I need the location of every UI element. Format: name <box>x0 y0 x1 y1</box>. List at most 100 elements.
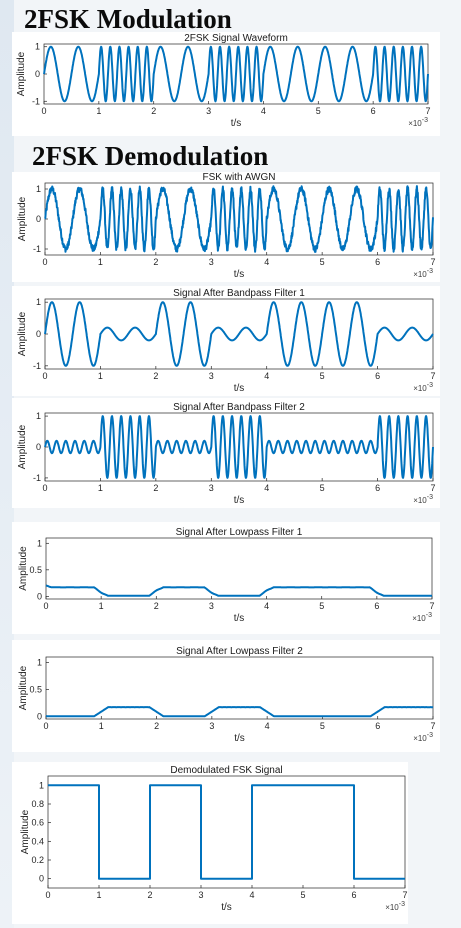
x-tick-label: 1 <box>99 601 104 611</box>
x-tick-label: 7 <box>402 890 407 900</box>
x-tick-label: 0 <box>45 890 50 900</box>
x-tick-label: 0 <box>43 721 48 731</box>
x-tick-label: 7 <box>430 371 435 381</box>
x-axis-label: t/s <box>234 613 245 624</box>
series-line <box>48 784 405 880</box>
y-tick-label: 0.4 <box>31 836 44 846</box>
x-exponent-label: ×10-3 <box>413 268 433 279</box>
plot-area-box <box>45 537 433 600</box>
series-line <box>45 584 433 597</box>
x-tick-label: 3 <box>209 371 214 381</box>
x-tick-label: 5 <box>316 106 321 116</box>
series-line <box>44 301 434 367</box>
x-tick-label: 6 <box>374 601 379 611</box>
plot-area-box <box>47 775 406 889</box>
x-tick-label: 1 <box>98 371 103 381</box>
y-tick-label: -1 <box>33 361 41 371</box>
x-tick-label: 7 <box>430 483 435 493</box>
y-axis-label: Amplitude <box>17 311 28 356</box>
x-axis-label: t/s <box>234 495 245 506</box>
x-tick-label: 6 <box>371 106 376 116</box>
y-tick-label: 0 <box>37 591 42 601</box>
x-tick-label: 2 <box>153 257 158 267</box>
x-tick-label: 6 <box>375 371 380 381</box>
y-axis-label: Amplitude <box>16 51 27 96</box>
page-background-stripe <box>0 0 14 928</box>
y-tick-label: 0 <box>36 214 41 224</box>
y-tick-label: 0 <box>36 329 41 339</box>
x-tick-label: 0 <box>42 371 47 381</box>
x-axis-label: t/s <box>234 269 245 280</box>
x-axis-label: t/s <box>234 733 245 744</box>
x-tick-label: 1 <box>98 257 103 267</box>
x-tick-label: 0 <box>42 257 47 267</box>
x-tick-label: 0 <box>41 106 46 116</box>
chart-title: Signal After Bandpass Filter 2 <box>173 402 305 413</box>
chart-panel-fsk-awgn: FSK with AWGN 0 1 2 3 4 5 6 7 -1 0 1 t/s Amplitude ×10… <box>12 172 440 282</box>
x-tick-label: 0 <box>43 601 48 611</box>
y-axis-label: Amplitude <box>17 424 28 469</box>
x-tick-label: 5 <box>320 483 325 493</box>
chart-title: Demodulated FSK Signal <box>170 765 282 776</box>
chart-title: FSK with AWGN <box>203 172 276 183</box>
y-tick-label: 0 <box>37 711 42 721</box>
y-tick-label: 1 <box>37 657 42 667</box>
y-tick-label: 1 <box>36 411 41 421</box>
y-axis-label: Amplitude <box>17 196 28 241</box>
x-tick-label: 5 <box>320 721 325 731</box>
chart-panel-lowpass-1: Signal After Lowpass Filter 1 0 1 2 3 4 5 6 7 0 0.… <box>12 522 440 634</box>
x-axis-label: t/s <box>221 902 232 913</box>
x-tick-label: 1 <box>98 483 103 493</box>
x-axis-label: t/s <box>231 118 242 129</box>
x-tick-label: 2 <box>153 483 158 493</box>
y-axis-label: Amplitude <box>18 665 29 710</box>
x-tick-label: 5 <box>319 601 324 611</box>
y-tick-label: 1 <box>39 780 44 790</box>
x-tick-label: 3 <box>206 106 211 116</box>
y-tick-label: 0 <box>39 874 44 884</box>
x-tick-label: 7 <box>430 257 435 267</box>
y-tick-label: 1 <box>36 297 41 307</box>
x-tick-label: 5 <box>320 257 325 267</box>
x-tick-label: 4 <box>264 601 269 611</box>
x-tick-label: 6 <box>375 257 380 267</box>
x-tick-label: 1 <box>96 890 101 900</box>
x-tick-label: 7 <box>425 106 430 116</box>
x-tick-label: 3 <box>198 890 203 900</box>
x-exponent-label: ×10-3 <box>413 732 433 743</box>
x-tick-label: 2 <box>147 890 152 900</box>
demodulation-heading: 2FSK Demodulation <box>32 141 269 171</box>
x-exponent-label: ×10-3 <box>412 612 432 623</box>
x-tick-label: 1 <box>99 721 104 731</box>
x-tick-label: 0 <box>42 483 47 493</box>
y-tick-label: 1 <box>37 538 42 548</box>
x-axis-label: t/s <box>234 383 245 394</box>
y-tick-label: 0.5 <box>29 565 42 575</box>
x-tick-label: 2 <box>154 601 159 611</box>
x-tick-label: 3 <box>209 483 214 493</box>
bandpass-2-chart: Signal After Bandpass Filter 2 0 1 2 3 4 5 6 7 -1… <box>17 402 436 506</box>
y-tick-label: 0 <box>35 69 40 79</box>
x-tick-label: 4 <box>265 721 270 731</box>
x-tick-label: 4 <box>264 257 269 267</box>
lowpass-2-chart: Signal After Lowpass Filter 2 0 1 2 3 4 5 6 7 0 0.… <box>18 646 436 744</box>
x-tick-label: 5 <box>320 371 325 381</box>
chart-title: Signal After Bandpass Filter 1 <box>173 288 305 299</box>
chart-panel-fsk-signal: 2FSK Signal Waveform 0 1 2 3 4 5 6 7 -1 0 1 t/s Ampli… <box>12 32 440 136</box>
chart-title: Signal After Lowpass Filter 2 <box>176 646 303 657</box>
bandpass-1-chart: Signal After Bandpass Filter 1 0 1 2 3 4 5 6 7 -1… <box>17 288 436 394</box>
chart-panel-demodulated: Demodulated FSK Signal 0 1 2 3 4 5 6 7 0 0.2 0.4 0.6… <box>12 762 408 924</box>
series-line <box>45 706 434 718</box>
y-tick-label: 0 <box>36 442 41 452</box>
y-tick-label: 1 <box>35 42 40 52</box>
x-tick-label: 7 <box>430 721 435 731</box>
y-tick-label: 0.5 <box>29 684 42 694</box>
demodulated-chart: Demodulated FSK Signal 0 1 2 3 4 5 6 7 0 0.2 0.4 0.6… <box>20 765 408 913</box>
series-line <box>44 415 434 479</box>
lowpass-1-chart: Signal After Lowpass Filter 1 0 1 2 3 4 5 6 7 0 0.… <box>18 527 435 624</box>
y-axis-label: Amplitude <box>18 546 29 591</box>
y-tick-label: -1 <box>33 244 41 254</box>
modulation-heading: 2FSK Modulation <box>24 4 232 34</box>
x-tick-label: 2 <box>154 721 159 731</box>
